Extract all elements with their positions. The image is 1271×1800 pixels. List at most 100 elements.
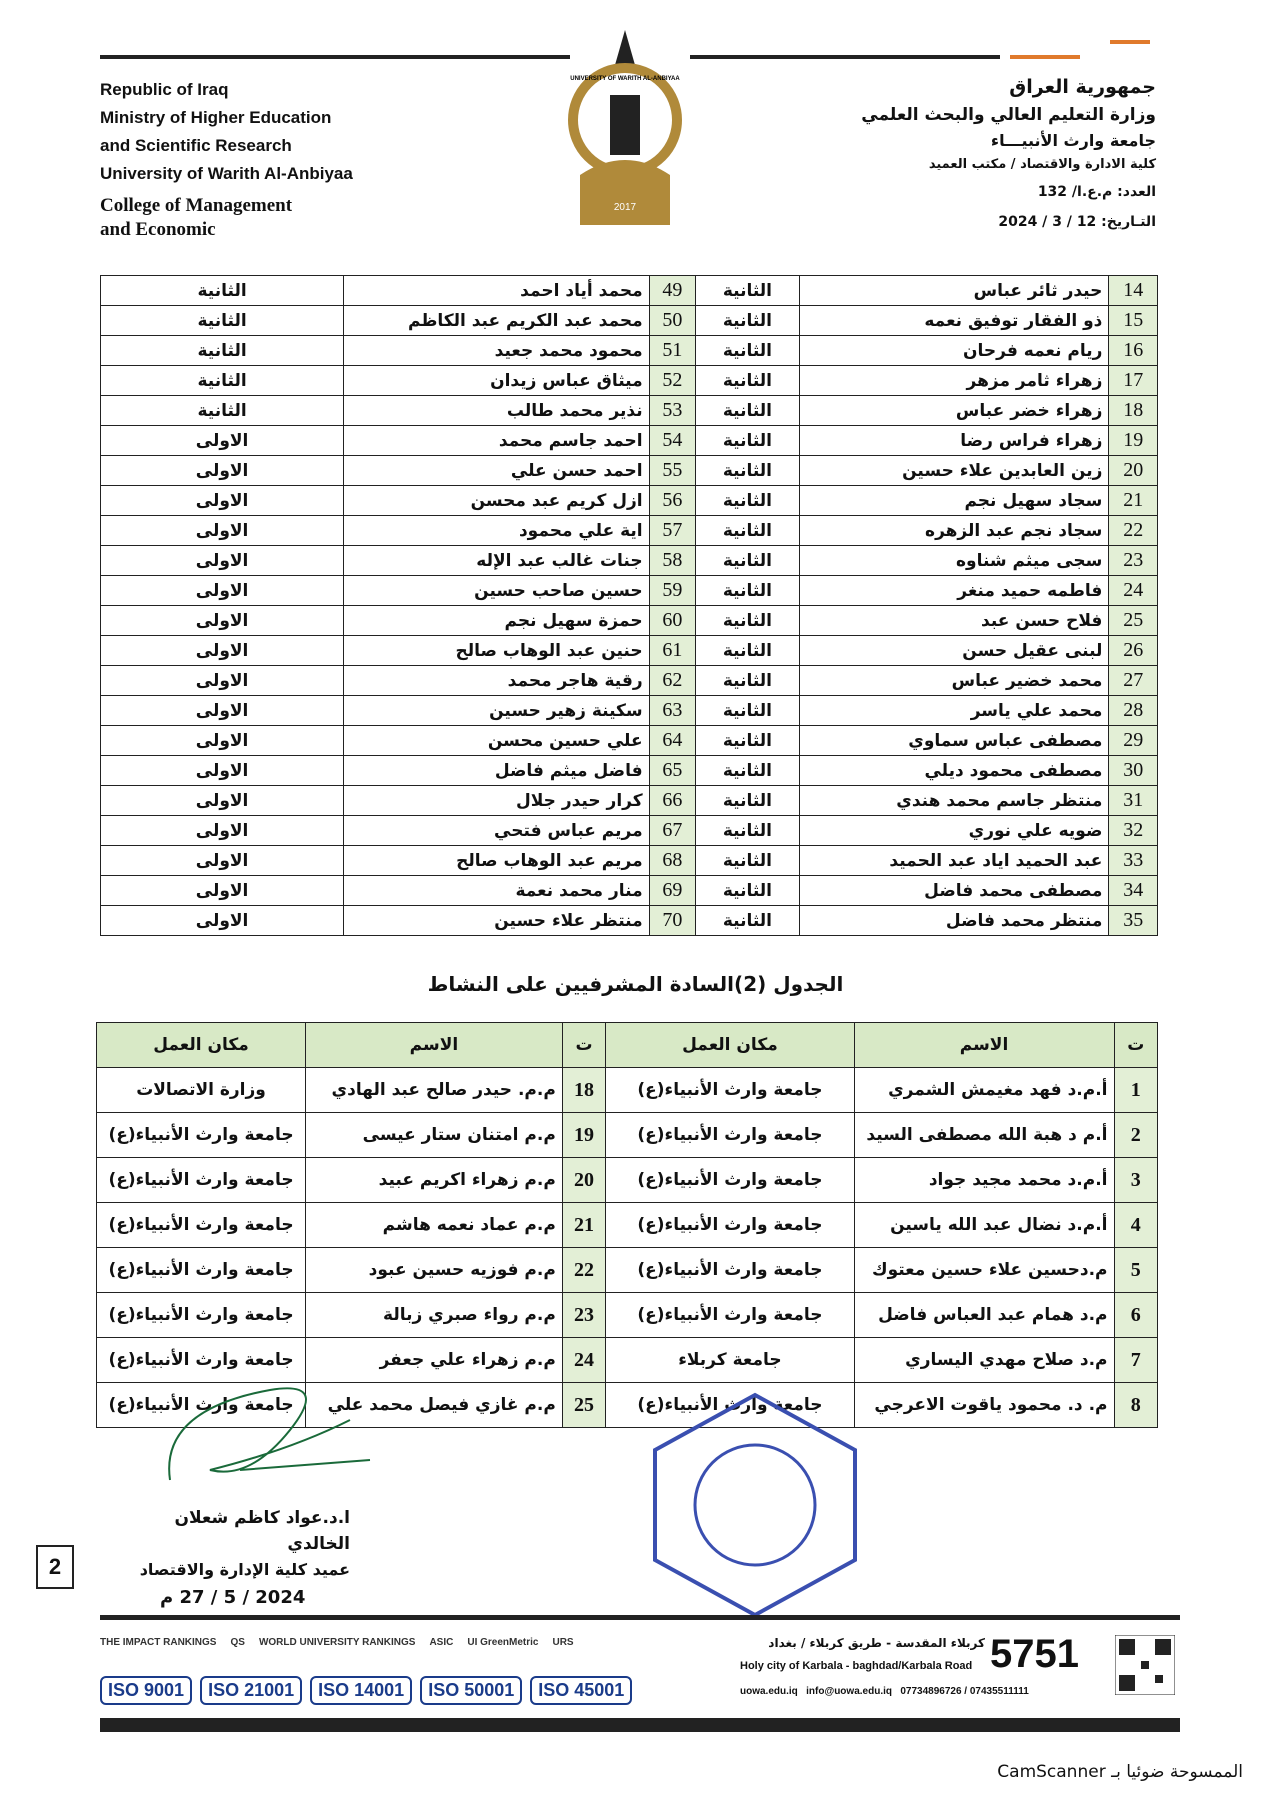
- cell: 23: [1108, 545, 1158, 576]
- cell: 25: [561, 1382, 607, 1428]
- cell: الاولى: [99, 455, 345, 486]
- cell: جامعة وارث الأنبياء(ع): [605, 1202, 855, 1248]
- cell: سكينة زهير حسين: [343, 695, 650, 726]
- cell: 16: [1108, 335, 1158, 366]
- header-cell: ت: [561, 1022, 607, 1068]
- row: 26 لبنى عقيل حسن الثانية 61 حنين عبد الوهاب …: [99, 635, 1158, 666]
- cell: مصطفى محمود ديلي: [798, 755, 1110, 786]
- cell: أ.م.د فهد مغيمش الشمري: [853, 1067, 1115, 1113]
- logo-text: UNIVERSITY OF WARITH AL-ANBIYAA: [570, 76, 680, 82]
- cell: سجى ميثم شناوه: [798, 545, 1110, 576]
- cell: 54: [648, 425, 697, 456]
- cell: رقية هاجر محمد: [343, 665, 650, 696]
- cell: أ.م.د نضال عبد الله ياسين: [853, 1202, 1115, 1248]
- cell: 7: [1113, 1337, 1158, 1383]
- cell: 22: [1108, 515, 1158, 546]
- row: 2 أ.م د هبة الله مصطفى السيد جامعة وارث ال…: [95, 1112, 1158, 1158]
- cell: 17: [1108, 365, 1158, 396]
- ranking-logo: QS: [230, 1637, 245, 1648]
- students-table: 14 حيدر ثائر عباس الثانية 49 محمد أياد احمد ا…: [99, 275, 1158, 936]
- cell: جامعة وارث الأنبياء(ع): [605, 1112, 855, 1158]
- cell: 14: [1108, 275, 1158, 306]
- ranking-logo: URS: [552, 1637, 574, 1648]
- header-line: and Economic: [100, 219, 216, 240]
- cell: 60: [648, 605, 697, 636]
- cell: 20: [561, 1157, 607, 1203]
- row: 22 سجاد نجم عبد الزهره الثانية 57 اية علي مح…: [99, 515, 1158, 546]
- header-line: Ministry of Higher Education: [100, 108, 332, 127]
- cell: م.م. حيدر صالح عبد الهادي: [305, 1067, 563, 1113]
- cell: 15: [1108, 305, 1158, 336]
- cell: الاولى: [99, 815, 345, 846]
- cell: جامعة وارث الأنبياء(ع): [605, 1247, 855, 1293]
- cell: لبنى عقيل حسن: [798, 635, 1110, 666]
- cell: 6: [1113, 1292, 1158, 1338]
- cell: الثانية: [695, 305, 800, 336]
- header-line: كلية الادارة والاقتصاد / مكتب العميد: [928, 157, 1156, 172]
- header-cell: مكان العمل: [605, 1022, 855, 1068]
- cell: م.د صلاح مهدي اليساري: [853, 1337, 1115, 1383]
- logo: UNIVERSITY OF WARITH AL-ANBIYAA 2017: [568, 30, 682, 225]
- cell: 59: [648, 575, 697, 606]
- cell: علي حسين محسن: [343, 725, 650, 756]
- cell: 28: [1108, 695, 1158, 726]
- cell: 69: [648, 875, 697, 906]
- header-cell: ت: [1113, 1022, 1158, 1068]
- qr-code: [1115, 1635, 1175, 1695]
- hotline: 5751: [990, 1632, 1079, 1676]
- cell: الثانية: [695, 725, 800, 756]
- cell: 51: [648, 335, 697, 366]
- cell: الثانية: [99, 365, 345, 396]
- cell: اية علي محمود: [343, 515, 650, 546]
- signature-date: 2024 / 5 / 27 م: [160, 1587, 306, 1608]
- cell: 21: [561, 1202, 607, 1248]
- cell: م.م فوزيه حسين عبود: [305, 1247, 563, 1293]
- cell: كرار حيدر جلال: [343, 785, 650, 816]
- cell: حنين عبد الوهاب صالح: [343, 635, 650, 666]
- cell: الاولى: [99, 605, 345, 636]
- row: 17 زهراء ثامر مزهر الثانية 52 ميثاق عباس زيد…: [99, 365, 1158, 396]
- cell: مريم عباس فتحي: [343, 815, 650, 846]
- cell: فاطمه حميد منغر: [798, 575, 1110, 606]
- row: 19 زهراء فراس رضا الثانية 54 احمد جاسم محمد ا…: [99, 425, 1158, 456]
- cell: الثانية: [695, 905, 800, 936]
- row: 33 عبد الحميد اياد عبد الحميد الثانية 68 مري…: [99, 845, 1158, 876]
- rule: [1010, 55, 1080, 59]
- header-line: Republic of Iraq: [100, 80, 229, 99]
- cell: 24: [561, 1337, 607, 1383]
- cell: 49: [648, 275, 697, 306]
- cell: سجاد سهيل نجم: [798, 485, 1110, 516]
- cell: 55: [648, 455, 697, 486]
- cell: 4: [1113, 1202, 1158, 1248]
- header-line: جمهورية العراق: [1009, 76, 1156, 98]
- iso-badge: ISO 9001: [100, 1676, 193, 1705]
- cell: الثانية: [695, 575, 800, 606]
- cell: ازل كريم عبد محسن: [343, 485, 650, 516]
- cell: 63: [648, 695, 697, 726]
- doc-date: التـاريخ: 12 / 3 / 2024: [998, 214, 1156, 230]
- cell: الثانية: [695, 425, 800, 456]
- cell: 52: [648, 365, 697, 396]
- row: 35 منتظر محمد فاضل الثانية 70 منتظر علاء حسي…: [99, 905, 1158, 936]
- cell: 27: [1108, 665, 1158, 696]
- cell: أ.م د هبة الله مصطفى السيد: [853, 1112, 1115, 1158]
- header-cell: الاسم: [305, 1022, 563, 1068]
- cell: جامعة وارث الأنبياء(ع): [605, 1382, 855, 1428]
- row: 14 حيدر ثائر عباس الثانية 49 محمد أياد احمد ا…: [99, 275, 1158, 306]
- cell: 35: [1108, 905, 1158, 936]
- arabic-header: جمهورية العراق وزارة التعليم العالي والب…: [796, 72, 1156, 236]
- cell: الاولى: [99, 755, 345, 786]
- row: 28 محمد علي ياسر الثانية 63 سكينة زهير حسين ا…: [99, 695, 1158, 726]
- cell: الثانية: [695, 785, 800, 816]
- cell: الاولى: [99, 635, 345, 666]
- doc-number: العدد: م.ع.ا/ 132: [1037, 184, 1156, 200]
- cell: فاضل ميثم فاضل: [343, 755, 650, 786]
- rule: [690, 55, 1000, 59]
- header-line: and Scientific Research: [100, 136, 292, 155]
- rule: [100, 1615, 1180, 1620]
- cell: 3: [1113, 1157, 1158, 1203]
- cell: الثانية: [99, 305, 345, 336]
- cell: 67: [648, 815, 697, 846]
- cell: 24: [1108, 575, 1158, 606]
